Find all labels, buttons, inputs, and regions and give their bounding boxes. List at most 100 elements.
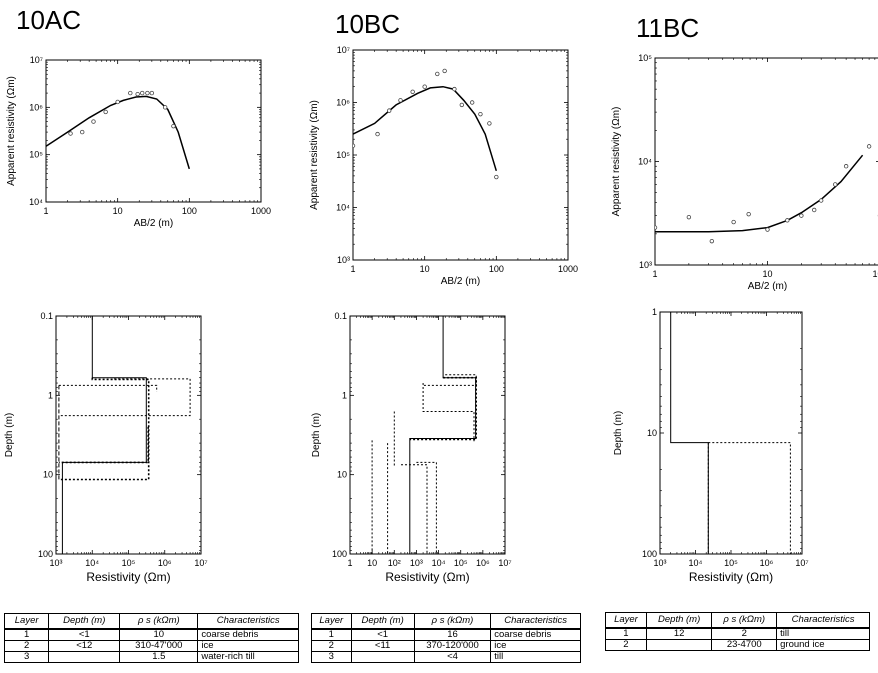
model-step-solid bbox=[61, 316, 147, 554]
plot-area bbox=[371, 316, 477, 554]
column-header: Characteristics bbox=[197, 613, 299, 630]
table-cell: ice bbox=[197, 640, 299, 652]
x-tick-label: 10² bbox=[388, 558, 401, 568]
data-point bbox=[149, 90, 155, 96]
depth-model-11BC: 10³ 10⁴ 10⁵ 10⁶ 10⁷ 1 10 100 Resistivity (Ωm) Dep… bbox=[613, 307, 809, 584]
data-point bbox=[494, 174, 499, 180]
depth-model-10AC: 10³ 10⁴ 10⁵ 10⁶ 10⁷ 0.1 1 10 100 Resistivity (Ωm)… bbox=[4, 311, 208, 584]
x-tick-label: 1 bbox=[347, 558, 352, 568]
data-point bbox=[843, 164, 849, 169]
model-step-dotted bbox=[58, 378, 191, 417]
table-cell: 23-4700 bbox=[711, 639, 778, 651]
data-point bbox=[128, 90, 133, 96]
table-cell: till bbox=[776, 627, 870, 640]
column-header: Layer bbox=[605, 612, 647, 629]
x-tick-label: 10⁴ bbox=[689, 558, 703, 568]
data-point bbox=[799, 213, 804, 218]
y-axis-title: Depth (m) bbox=[613, 411, 624, 455]
layer-table-11BC: Layer Depth (m) ρ s (kΩm) Characteristics 1 1… bbox=[605, 612, 870, 651]
data-point bbox=[686, 214, 692, 220]
y-tick-label: 10⁶ bbox=[29, 102, 43, 112]
data-point bbox=[655, 225, 658, 230]
data-point bbox=[91, 119, 96, 124]
x-tick-label: 10⁶ bbox=[476, 558, 490, 568]
table-row: 1 12 2 till bbox=[605, 627, 870, 640]
data-point bbox=[478, 111, 483, 117]
plot-area bbox=[58, 316, 191, 554]
table-row: 3 1.5 water-rich till bbox=[3, 651, 299, 663]
data-point bbox=[709, 238, 715, 244]
table-header-row: Layer Depth (m) ρ s (kΩm) Characteristics bbox=[311, 613, 581, 630]
x-tick-label: 100 bbox=[182, 206, 197, 216]
model-step-solid bbox=[409, 316, 477, 554]
data-point bbox=[103, 109, 108, 115]
sounding-curve-11BC: 1 10 100 10³ 10⁴ 10⁵ AB/2 (m) Apparent resistiv… bbox=[611, 53, 878, 292]
data-point bbox=[135, 91, 140, 97]
column-header: Depth (m) bbox=[48, 613, 121, 630]
table-row: 2 <11 370-120'000 ice bbox=[311, 640, 581, 652]
y-tick-label: 10⁶ bbox=[336, 98, 350, 108]
table-cell bbox=[48, 651, 121, 663]
table-cell: 1.5 bbox=[119, 651, 199, 663]
column-header: Characteristics bbox=[776, 612, 870, 629]
column-header: ρ s (kΩm) bbox=[119, 613, 199, 630]
data-point bbox=[833, 182, 838, 187]
data-point bbox=[171, 123, 176, 129]
table-cell: ground ice bbox=[776, 639, 870, 651]
layer-table-10AC: Layer Depth (m) ρ s (kΩm) Characteristics 1 <… bbox=[3, 613, 299, 663]
y-axis-title: Apparent resistivity (Ωm) bbox=[611, 107, 622, 217]
data-point bbox=[353, 143, 356, 148]
model-step-dotted bbox=[416, 461, 437, 554]
x-tick-label: 10⁷ bbox=[498, 558, 511, 568]
x-tick-label: 1000 bbox=[558, 264, 578, 274]
table-cell: 2 bbox=[605, 639, 647, 651]
y-axis-title: Depth (m) bbox=[311, 413, 322, 457]
x-axis-title: Resistivity (Ωm) bbox=[689, 570, 773, 584]
column-header: Depth (m) bbox=[350, 613, 415, 630]
x-tick-label: 10³ bbox=[410, 558, 423, 568]
site-title-10BC: 10BC bbox=[335, 9, 401, 39]
table-cell: <12 bbox=[48, 640, 121, 652]
x-axis-title: AB/2 (m) bbox=[748, 281, 787, 292]
y-tick-label: 10 bbox=[43, 470, 53, 480]
model-step-dotted bbox=[422, 383, 475, 442]
x-tick-label: 10⁶ bbox=[760, 558, 774, 568]
table-cell: 370-120'000 bbox=[413, 640, 492, 652]
table-cell: ice bbox=[490, 640, 581, 652]
data-point bbox=[398, 98, 403, 103]
x-tick-label: 10 bbox=[367, 558, 377, 568]
y-tick-label: 1 bbox=[652, 307, 657, 317]
y-tick-label: 1 bbox=[342, 390, 347, 400]
data-point bbox=[452, 86, 457, 92]
table-cell: <4 bbox=[413, 651, 492, 663]
column-header: Layer bbox=[311, 613, 352, 630]
site-title-11BC: 11BC bbox=[636, 13, 700, 43]
table-cell: 3 bbox=[311, 651, 352, 663]
y-tick-label: 100 bbox=[38, 549, 53, 559]
table-cell: <1 bbox=[350, 628, 415, 641]
plot-frame bbox=[352, 49, 569, 261]
x-tick-label: 1 bbox=[350, 264, 355, 274]
table-cell: till bbox=[490, 651, 581, 663]
column-header: Characteristics bbox=[490, 613, 581, 630]
table-cell: 1 bbox=[3, 628, 50, 641]
model-step-dotted bbox=[423, 374, 477, 386]
plot-frame bbox=[654, 57, 878, 266]
model-step-dotted bbox=[401, 464, 428, 554]
table-cell: 2 bbox=[711, 627, 778, 640]
x-axis-title: Resistivity (Ωm) bbox=[385, 570, 469, 584]
x-tick-label: 1000 bbox=[251, 206, 271, 216]
plot-area bbox=[46, 90, 191, 170]
plot-frame bbox=[349, 315, 506, 555]
y-tick-label: 0.1 bbox=[40, 311, 53, 321]
data-point bbox=[410, 89, 415, 94]
data-point bbox=[115, 99, 120, 105]
layer-table-10BC: Layer Depth (m) ρ s (kΩm) Characteristics 1 <… bbox=[311, 613, 581, 663]
data-point bbox=[811, 207, 817, 213]
y-axis-title: Apparent resistivity (Ωm) bbox=[309, 100, 320, 210]
data-point bbox=[866, 144, 872, 149]
y-tick-label: 10 bbox=[337, 470, 347, 480]
x-tick-label: 10⁷ bbox=[194, 558, 207, 568]
depth-model-10BC: 1 10 10² 10³ 10⁴ 10⁵ 10⁶ 10⁷ 0.1 1 10 100 Resistivit… bbox=[311, 311, 512, 584]
x-tick-label: 10⁷ bbox=[795, 558, 808, 568]
